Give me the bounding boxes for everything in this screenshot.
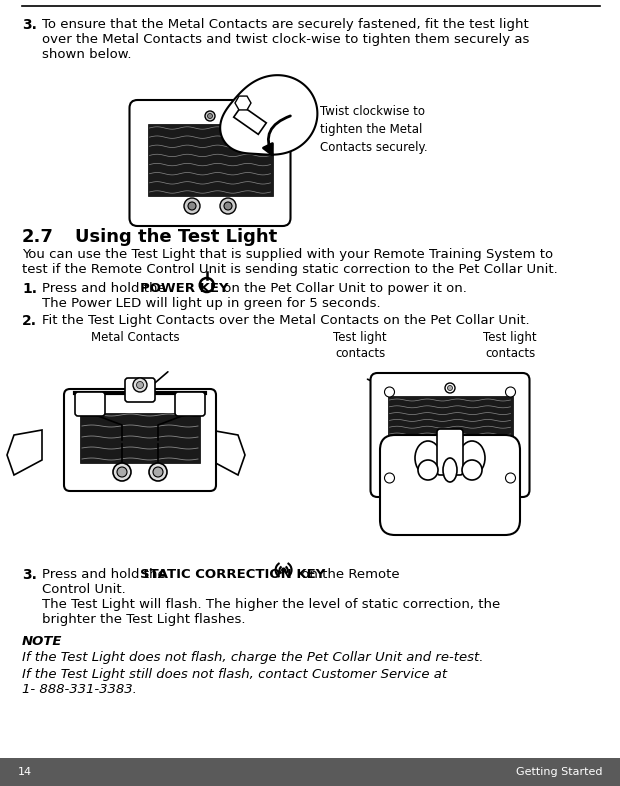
Circle shape [188,202,196,210]
Text: 1- 888-331-3383.: 1- 888-331-3383. [22,683,137,696]
Text: 3.: 3. [22,568,37,582]
Ellipse shape [459,441,485,475]
Text: The Test Light will flash. The higher the level of static correction, the: The Test Light will flash. The higher th… [42,598,500,611]
Polygon shape [234,105,267,134]
Text: 14: 14 [18,767,32,777]
Circle shape [117,467,127,477]
Text: To ensure that the Metal Contacts are securely fastened, fit the test light: To ensure that the Metal Contacts are se… [42,18,529,31]
Text: The Power LED will light up in green for 5 seconds.: The Power LED will light up in green for… [42,297,381,310]
Text: You can use the Test Light that is supplied with your Remote Training System to: You can use the Test Light that is suppl… [22,248,553,261]
FancyBboxPatch shape [371,373,529,497]
Ellipse shape [415,441,441,475]
Text: 1.: 1. [22,282,37,296]
Text: Test light
contacts: Test light contacts [333,331,387,360]
FancyBboxPatch shape [130,100,291,226]
Text: Metal Contacts: Metal Contacts [91,331,179,344]
Circle shape [220,198,236,214]
Polygon shape [7,430,42,475]
Text: Test light
contacts: Test light contacts [483,331,537,360]
Text: 2.7: 2.7 [22,228,54,246]
Circle shape [505,387,515,397]
Polygon shape [235,96,251,110]
Bar [80,413,200,463]
Bar [0,758,620,786]
Bar [388,396,513,438]
Text: shown below.: shown below. [42,48,131,61]
Text: Press and hold the: Press and hold the [42,282,170,295]
Text: Press and hold the: Press and hold the [42,568,170,581]
Circle shape [418,460,438,480]
Text: 3.: 3. [22,18,37,32]
Circle shape [445,383,455,393]
Circle shape [153,467,163,477]
Text: brighter the Test Light flashes.: brighter the Test Light flashes. [42,613,246,626]
FancyArrowPatch shape [264,116,290,155]
Circle shape [113,463,131,481]
Text: on the Pet Collar Unit to power it on.: on the Pet Collar Unit to power it on. [219,282,467,295]
Ellipse shape [443,458,457,482]
Text: Fit the Test Light Contacts over the Metal Contacts on the Pet Collar Unit.: Fit the Test Light Contacts over the Met… [42,314,529,327]
FancyBboxPatch shape [125,378,155,402]
Circle shape [149,463,167,481]
Circle shape [384,387,394,397]
Circle shape [448,385,453,391]
Text: Using the Test Light: Using the Test Light [75,228,277,246]
Text: Control Unit.: Control Unit. [42,583,126,596]
Text: on the Remote: on the Remote [296,568,399,581]
Circle shape [384,473,394,483]
Text: If the Test Light does not flash, charge the Pet Collar Unit and re-test.: If the Test Light does not flash, charge… [22,651,484,664]
Text: Twist clockwise to
tighten the Metal
Contacts securely.: Twist clockwise to tighten the Metal Con… [320,105,428,154]
Text: POWER KEY: POWER KEY [140,282,229,295]
Polygon shape [220,75,317,155]
Circle shape [281,568,285,571]
Text: 2.: 2. [22,314,37,328]
Bar [148,124,273,196]
Text: test if the Remote Control Unit is sending static correction to the Pet Collar U: test if the Remote Control Unit is sendi… [22,263,558,276]
FancyBboxPatch shape [64,389,216,491]
FancyBboxPatch shape [75,392,105,416]
Circle shape [136,381,143,388]
FancyBboxPatch shape [380,435,520,535]
Text: Getting Started: Getting Started [515,767,602,777]
Text: NOTE: NOTE [22,635,63,648]
Circle shape [224,202,232,210]
Text: over the Metal Contacts and twist clock-wise to tighten them securely as: over the Metal Contacts and twist clock-… [42,33,529,46]
Circle shape [208,113,213,119]
Text: If the Test Light still does not flash, contact Customer Service at: If the Test Light still does not flash, … [22,668,447,681]
Circle shape [133,378,147,392]
Circle shape [184,198,200,214]
Polygon shape [210,430,245,475]
Text: STATIC CORRECTION KEY: STATIC CORRECTION KEY [140,568,326,581]
FancyBboxPatch shape [175,392,205,416]
Circle shape [505,473,515,483]
Circle shape [462,460,482,480]
FancyBboxPatch shape [437,429,463,475]
Circle shape [205,111,215,121]
